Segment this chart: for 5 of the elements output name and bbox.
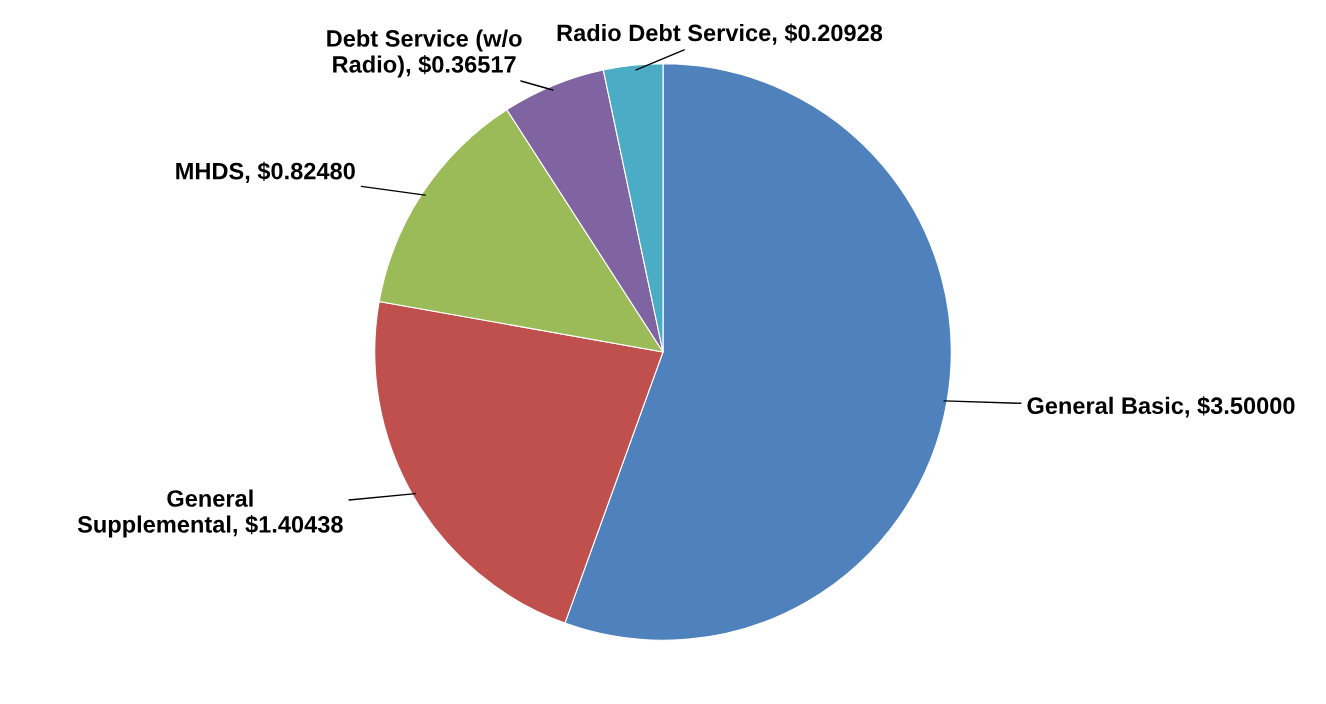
slice-label: MHDS, $0.82480 [176,161,355,183]
slice-label: Radio Debt Service, $0.20928 [557,23,883,45]
slice-label: Debt Service (w/o Radio), $0.36517 [327,29,522,78]
slice-label: General Basic, $3.50000 [1027,396,1295,418]
slice-label: General Supplemental, $1.40438 [77,489,343,538]
